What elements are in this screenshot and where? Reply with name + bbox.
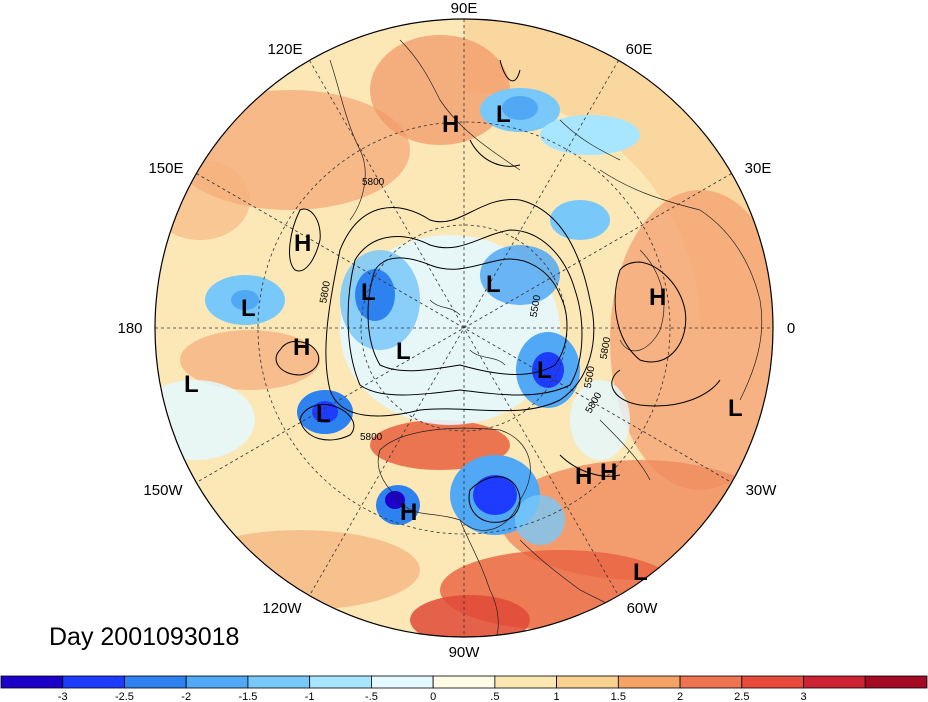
colorbar-swatch <box>617 675 681 689</box>
colorbar-tick-label: -3 <box>58 691 68 702</box>
colorbar-tick-label: -2 <box>181 691 191 702</box>
high-pressure-marker: H <box>400 499 417 526</box>
lon-label-60w: 60W <box>627 600 659 617</box>
contour-label: 5500 <box>583 365 598 389</box>
lon-label-0: 0 <box>787 320 795 337</box>
low-pressure-marker: L <box>184 371 199 398</box>
lon-label-150w: 150W <box>143 482 183 499</box>
longitude-labels: 90E 120E 60E 150E 30E 180 0 150W 30W 120… <box>117 0 795 661</box>
colorbar-swatch <box>247 675 311 689</box>
lon-label-90w: 90W <box>449 644 481 661</box>
contour-labels: 5800 5800 5800 5500 5500 5800 5800 <box>318 177 613 443</box>
colorbar-swatch <box>432 675 496 689</box>
high-pressure-marker: H <box>294 230 311 257</box>
colorbar-swatch <box>62 675 125 689</box>
colorbar-swatch <box>864 675 928 689</box>
high-pressure-marker: H <box>575 463 592 490</box>
colorbar-swatch <box>309 675 372 689</box>
contour-label: 5800 <box>362 177 385 188</box>
low-pressure-marker: L <box>633 559 648 586</box>
colorbar-tick-label: 0 <box>430 691 436 702</box>
low-pressure-marker: L <box>316 401 331 428</box>
lon-label-90e: 90E <box>451 0 478 17</box>
colorbar-tick-label: .5 <box>490 691 499 702</box>
colorbar-tick-label: 3 <box>800 691 806 702</box>
low-pressure-marker: L <box>728 395 743 422</box>
latlon-grid <box>155 19 773 637</box>
low-pressure-marker: L <box>537 357 552 384</box>
high-pressure-marker: H <box>649 284 666 311</box>
colorbar-swatch <box>124 675 187 689</box>
colorbar-tick-label: -1 <box>305 691 315 702</box>
colorbar-swatch <box>556 675 619 689</box>
high-pressure-marker: H <box>600 459 617 486</box>
colorbar-swatch <box>185 675 249 689</box>
lon-label-150e: 150E <box>148 160 183 177</box>
colorbar-tick-label: 1.5 <box>611 691 626 702</box>
colorbar-tick-label: -2.5 <box>115 691 134 702</box>
colorbar-swatch <box>0 675 64 689</box>
low-pressure-marker: L <box>396 338 411 365</box>
colorbar-swatch <box>370 675 434 689</box>
anomaly-field <box>155 19 773 637</box>
low-pressure-marker: L <box>241 295 256 322</box>
lon-label-60e: 60E <box>626 41 653 58</box>
map-boundary <box>154 18 774 638</box>
colorbar-tick-label: 1 <box>554 691 560 702</box>
low-pressure-marker: L <box>361 279 376 306</box>
colorbar-tick-label: 2.5 <box>734 691 749 702</box>
coastlines <box>329 39 763 637</box>
colorbar-swatch <box>803 675 866 689</box>
height-contours <box>275 59 721 523</box>
colorbar-swatch <box>494 675 558 689</box>
lon-label-120e: 120E <box>267 41 302 58</box>
lon-label-30e: 30E <box>745 160 772 177</box>
contour-label: 5800 <box>360 432 383 443</box>
low-pressure-marker: L <box>496 101 511 128</box>
high-pressure-marker: H <box>293 334 310 361</box>
colorbar-swatch <box>679 675 743 689</box>
lon-label-180: 180 <box>117 320 142 337</box>
colorbar-tick-label: 2 <box>677 691 683 702</box>
lon-label-120w: 120W <box>262 600 302 617</box>
low-pressure-marker: L <box>486 271 501 298</box>
lon-label-30w: 30W <box>746 482 778 499</box>
contour-label: 5500 <box>529 294 544 318</box>
colorbar-tick-label: -1.5 <box>238 691 257 702</box>
contour-label: 5800 <box>599 336 614 360</box>
colorbar: -3 -2.5 -2 -1.5 -1 -.5 0 .5 1 1.5 2 2.5 3 <box>0 675 928 702</box>
map-title: Day 2001093018 <box>49 623 239 651</box>
colorbar-tick-label: -.5 <box>365 691 378 702</box>
contour-label: 5800 <box>318 280 333 304</box>
high-pressure-marker: H <box>442 111 459 138</box>
pressure-centers: H L H L L L H H L L L L L H H H L <box>184 101 743 586</box>
colorbar-swatch <box>741 675 804 689</box>
